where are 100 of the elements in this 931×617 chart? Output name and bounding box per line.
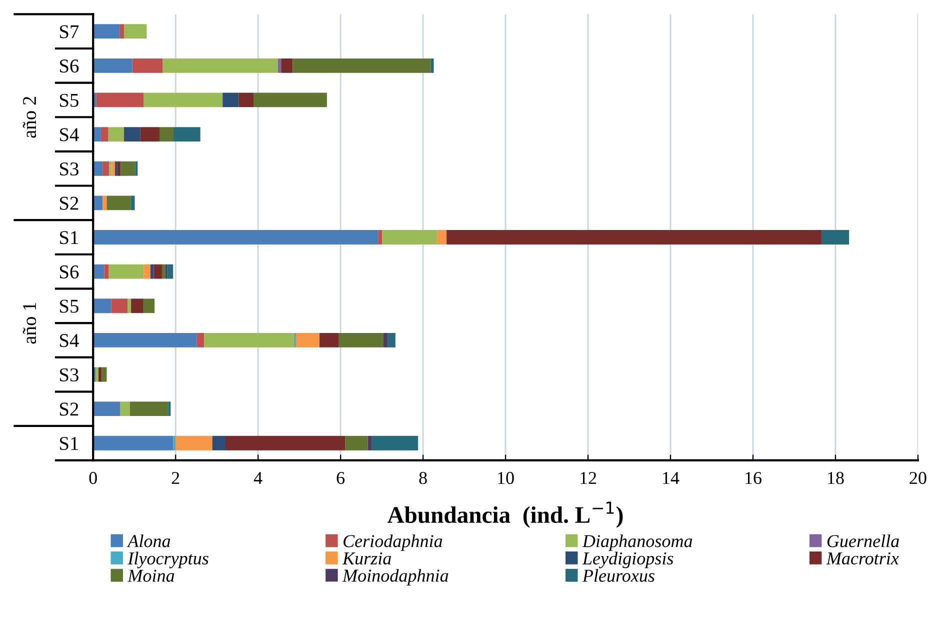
bar	[117, 161, 121, 176]
bar	[100, 127, 108, 142]
y-tick-label: S5	[60, 300, 78, 313]
x-tick-label: 6	[336, 472, 345, 484]
bar	[437, 230, 447, 244]
legend-label: Kurzia	[342, 552, 392, 565]
x-tick-label: 0	[89, 472, 97, 484]
legend-label: Ceriodaphnia	[344, 534, 442, 551]
x-tick-label: 10	[498, 472, 514, 484]
bar	[132, 58, 163, 73]
y-tick-label: S2	[60, 196, 78, 210]
bar	[109, 161, 112, 176]
bar	[93, 298, 112, 314]
bar	[281, 58, 293, 73]
bar	[212, 436, 226, 450]
bar	[104, 264, 109, 279]
bar	[120, 402, 130, 416]
bar	[446, 230, 822, 244]
bar	[114, 161, 118, 176]
bar	[98, 367, 102, 382]
x-tick-label: 20	[910, 472, 926, 484]
bar	[160, 127, 174, 142]
bar	[173, 436, 176, 450]
bar	[176, 436, 212, 450]
bar	[296, 332, 320, 348]
bar	[93, 58, 132, 73]
legend-label: Moinodaphnia	[342, 569, 448, 586]
bar	[93, 24, 120, 39]
bar	[111, 298, 128, 314]
y-tick-label: S2	[60, 402, 78, 416]
bar	[382, 230, 438, 244]
y-tick-label: S4	[60, 334, 79, 348]
x-tick-label: 14	[663, 472, 680, 484]
x-tick-label: 4	[254, 472, 262, 484]
x-tick-label: 18	[828, 472, 844, 484]
bar	[93, 196, 103, 210]
bar	[108, 127, 124, 142]
y-tick-label: S4	[60, 128, 79, 142]
bar	[128, 298, 132, 314]
bar	[196, 332, 204, 348]
bar	[378, 230, 382, 244]
x-tick-label: 8	[419, 472, 427, 484]
bar	[96, 367, 98, 382]
bar	[238, 92, 254, 108]
y-tick-label: S6	[60, 265, 79, 278]
bar	[154, 264, 162, 279]
bar	[144, 92, 223, 108]
bar	[150, 264, 154, 279]
bar	[108, 264, 144, 279]
bar	[120, 161, 136, 176]
legend-label: Leydigiopsis	[582, 552, 674, 568]
bar	[140, 127, 160, 142]
bar	[112, 161, 115, 176]
bar	[144, 264, 150, 279]
x-tick-label: 2	[172, 472, 180, 484]
x-axis-title: Abundancia (ind. L$^{−1}$)	[387, 502, 623, 528]
bar	[93, 264, 104, 279]
y-tick-label: S1	[60, 231, 78, 244]
bar	[320, 332, 338, 348]
bar	[93, 402, 120, 416]
bar	[131, 298, 144, 314]
bar	[372, 436, 418, 450]
y-tick-label: S7	[60, 25, 79, 38]
y-tick-label: S3	[60, 162, 78, 176]
bar	[93, 127, 101, 142]
legend-label: Diaphanosoma	[582, 534, 692, 551]
bar	[430, 58, 434, 73]
bar	[388, 332, 396, 348]
bar	[254, 92, 327, 108]
bar	[383, 332, 388, 348]
bar	[93, 161, 103, 176]
legend-label: Pleuroxus	[582, 569, 654, 582]
bar	[130, 196, 135, 210]
bar	[292, 58, 431, 73]
bar	[204, 332, 294, 348]
legend-label: Alona	[126, 534, 170, 548]
y-tick-label: S1	[60, 436, 78, 450]
bar	[106, 196, 131, 210]
legend-label: Guernella	[827, 534, 899, 548]
text: año 1	[22, 302, 36, 344]
legend-label: Macrotrix	[826, 552, 899, 565]
bar	[143, 298, 155, 314]
bar	[130, 402, 168, 416]
text: año 2	[22, 96, 36, 138]
legend-label: Moina	[127, 570, 174, 582]
bar	[124, 127, 140, 142]
bar	[338, 332, 384, 348]
bar	[93, 230, 378, 244]
bar	[278, 58, 282, 73]
bar	[368, 436, 372, 450]
y-tick-label: S6	[60, 60, 79, 73]
bar	[222, 92, 239, 108]
y-tick-label: S3	[60, 368, 78, 382]
bar	[821, 230, 850, 244]
bar	[124, 24, 147, 39]
bar	[225, 436, 346, 450]
x-tick-label: 16	[746, 472, 762, 484]
bar	[294, 332, 296, 348]
x-tick-label: 12	[580, 472, 596, 484]
y-tick-label: S5	[60, 94, 78, 107]
